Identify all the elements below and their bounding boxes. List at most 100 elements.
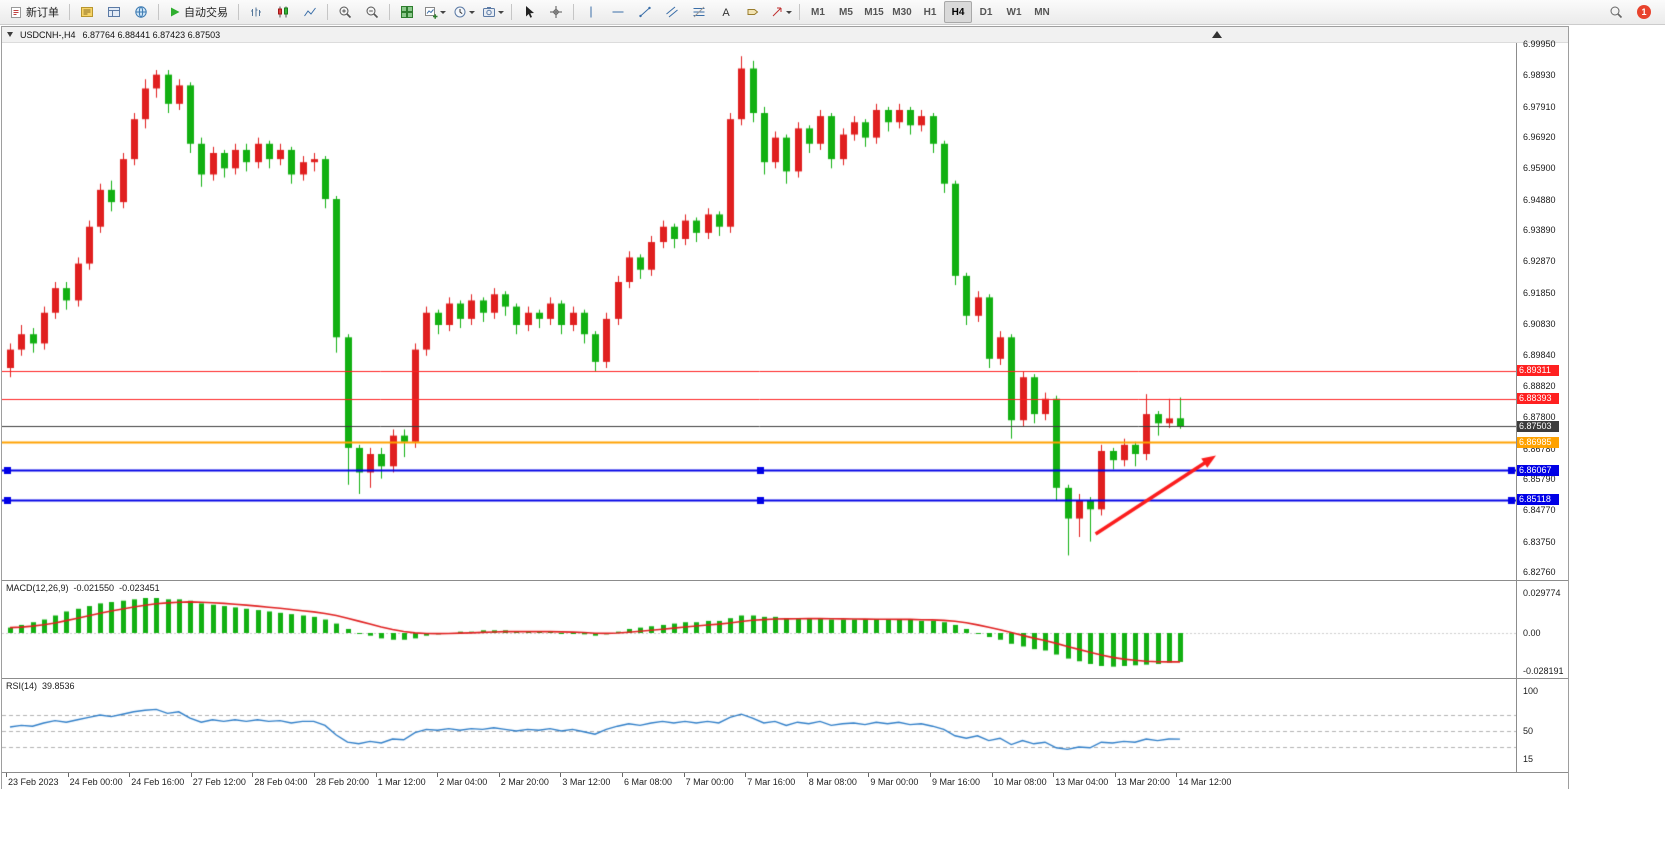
time-label: 27 Feb 12:00 <box>192 777 246 787</box>
macd-canvas[interactable] <box>2 581 1517 678</box>
equidistant-channel-button[interactable] <box>659 1 685 23</box>
time-tick <box>745 773 747 777</box>
cursor-button[interactable] <box>516 1 542 23</box>
new-order-button[interactable]: 新订单 <box>4 1 65 23</box>
time-label: 6 Mar 08:00 <box>624 777 673 787</box>
zoom-in-button[interactable] <box>332 1 358 23</box>
toolbar-separator <box>799 4 800 20</box>
price-chart-canvas[interactable] <box>2 43 1517 580</box>
fibonacci-button[interactable] <box>686 1 712 23</box>
toolbar-separator <box>327 4 328 20</box>
time-label: 24 Feb 00:00 <box>69 777 123 787</box>
time-tick <box>868 773 870 777</box>
macd-scale[interactable]: 0.029774 0.00 -0.028191 <box>1516 581 1568 678</box>
time-scale[interactable]: 23 Feb 2023 24 Feb 00:00 24 Feb 16:00 27 Fe… <box>2 772 1568 789</box>
macd-label: MACD(12,26,9) -0.021550 -0.023451 <box>6 583 160 593</box>
price-tick: 6.97910 <box>1523 101 1556 112</box>
timeframe-button-m5[interactable]: M5 <box>839 6 853 18</box>
shapes-dropdown-button[interactable] <box>767 1 795 23</box>
price-pane: 6.99950 6.98930 6.97910 6.96920 6.95900 6.948… <box>2 39 1568 580</box>
candlestick-icon <box>278 6 288 18</box>
trendline-icon <box>639 6 651 18</box>
chart-titlebar: USDCNH-,H4 6.87764 6.88441 6.87423 6.875… <box>2 27 1568 43</box>
price-tick: 6.91850 <box>1523 287 1556 298</box>
timeframe-button-h1[interactable]: H1 <box>923 6 937 18</box>
rsi-scale[interactable]: 100 50 15 <box>1516 679 1568 772</box>
timeframe-button-h4[interactable]: H4 <box>944 1 972 23</box>
rsi-label: RSI(14) 39.8536 <box>6 681 75 691</box>
candlestick-button[interactable] <box>270 1 296 23</box>
timeframe-button-d1[interactable]: D1 <box>979 6 993 18</box>
toolbar-separator <box>238 4 239 20</box>
algo-trading-label: 自动交易 <box>184 7 228 19</box>
price-tick: 6.92870 <box>1523 256 1556 267</box>
text-icon: A <box>722 7 730 19</box>
timeframe-button-mn[interactable]: MN <box>1034 6 1050 18</box>
price-tick: 6.95900 <box>1523 163 1556 174</box>
vertical-line-button[interactable] <box>578 1 604 23</box>
caret-down-icon <box>440 10 446 14</box>
price-scale[interactable]: 6.99950 6.98930 6.97910 6.96920 6.95900 6.948… <box>1516 39 1568 580</box>
price-tag: 6.86985 <box>1517 436 1559 448</box>
rsi-tick: 100 <box>1523 686 1539 696</box>
zoom-out-button[interactable] <box>359 1 385 23</box>
crosshair-button[interactable] <box>543 1 569 23</box>
tile-windows-button[interactable] <box>394 1 420 23</box>
navigator-button[interactable] <box>128 1 154 23</box>
chart-ohlc-readout: 6.87764 6.88441 6.87423 6.87503 <box>82 29 221 40</box>
play-icon <box>171 7 180 17</box>
crosshair-icon <box>550 6 562 18</box>
new-chart-button[interactable] <box>421 1 449 23</box>
new-order-label: 新订单 <box>26 7 59 19</box>
chart-snapshot-button[interactable] <box>479 1 507 23</box>
horizontal-line-button[interactable] <box>605 1 631 23</box>
notification-badge[interactable]: 1 <box>1637 5 1651 19</box>
rsi-tick: 15 <box>1523 754 1534 764</box>
timeframe-button-w1[interactable]: W1 <box>1006 6 1022 18</box>
search-icon <box>1610 6 1623 19</box>
rsi-canvas[interactable] <box>2 679 1517 772</box>
price-tick: 6.99950 <box>1523 38 1556 49</box>
time-tick <box>991 773 993 777</box>
price-tick: 6.88820 <box>1523 380 1556 391</box>
price-tick: 6.86780 <box>1523 443 1556 454</box>
new-chart-icon <box>425 7 438 19</box>
text-button[interactable]: A <box>713 1 739 23</box>
toolbar-separator <box>573 4 574 20</box>
time-tick <box>683 773 685 777</box>
one-click-trading-toggle[interactable] <box>7 32 13 37</box>
algo-trading-button[interactable]: 自动交易 <box>163 1 234 23</box>
label-button[interactable] <box>740 1 766 23</box>
price-tick: 6.93890 <box>1523 225 1556 236</box>
timeframe-group: M1 M5 M15 M30 H1 H4 D1 W1 MN <box>804 1 1056 23</box>
chart-shift-marker[interactable] <box>1212 31 1222 38</box>
timeframe-button-m1[interactable]: M1 <box>811 6 825 18</box>
line-chart-button[interactable] <box>297 1 323 23</box>
timeframe-button-m30[interactable]: M30 <box>892 6 912 18</box>
timeframe-button-m15[interactable]: M15 <box>864 6 884 18</box>
chart-profiles-button[interactable] <box>450 1 478 23</box>
toolbar-separator <box>69 4 70 20</box>
time-tick <box>67 773 69 777</box>
time-tick <box>806 773 808 777</box>
market-watch-button[interactable] <box>74 1 100 23</box>
trendline-button[interactable] <box>632 1 658 23</box>
time-tick <box>1176 773 1178 777</box>
bar-chart-icon <box>251 7 261 17</box>
price-tag: 6.88393 <box>1517 393 1559 405</box>
search-button[interactable] <box>1603 1 1629 23</box>
time-label: 28 Feb 04:00 <box>254 777 308 787</box>
price-tick: 6.83750 <box>1523 536 1556 547</box>
price-tick: 6.84770 <box>1523 505 1556 516</box>
cursor-icon <box>526 6 534 18</box>
horizontal-line-icon <box>612 11 624 13</box>
time-tick <box>252 773 254 777</box>
time-tick <box>6 773 7 777</box>
label-icon <box>747 9 759 15</box>
bar-chart-button[interactable] <box>243 1 269 23</box>
svg-text:A: A <box>722 7 730 19</box>
price-tick: 6.89840 <box>1523 349 1556 360</box>
toolbar-separator <box>389 4 390 20</box>
time-label: 7 Mar 00:00 <box>685 777 734 787</box>
data-window-button[interactable] <box>101 1 127 23</box>
